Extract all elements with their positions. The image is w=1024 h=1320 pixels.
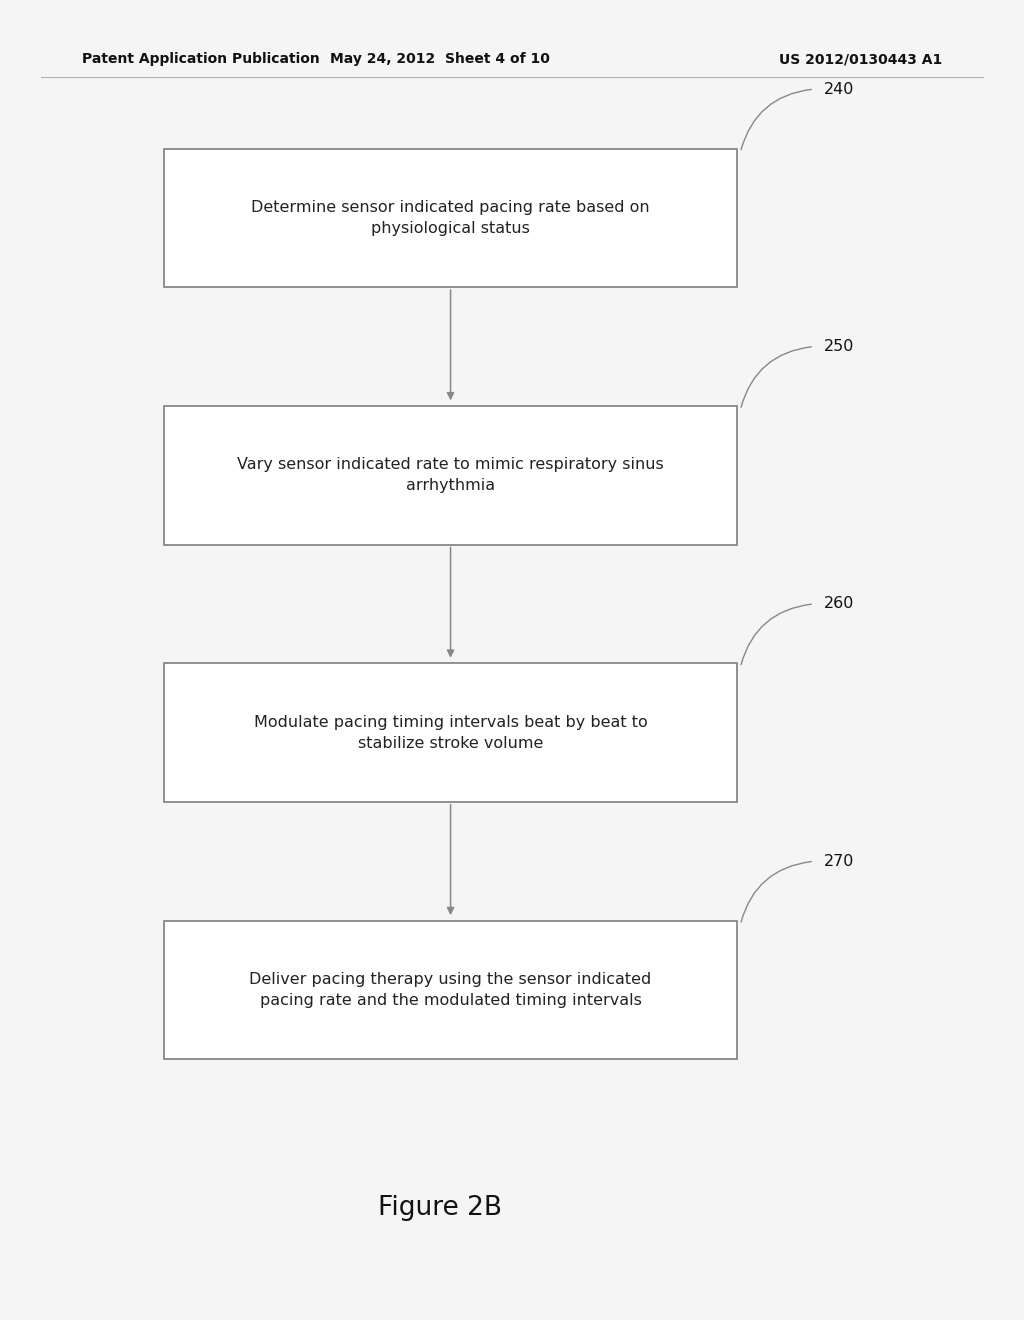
Text: Patent Application Publication: Patent Application Publication (82, 53, 319, 66)
Text: Modulate pacing timing intervals beat by beat to
stabilize stroke volume: Modulate pacing timing intervals beat by… (254, 714, 647, 751)
Bar (164, 663, 737, 801)
Text: Figure 2B: Figure 2B (378, 1195, 503, 1221)
Text: Vary sensor indicated rate to mimic respiratory sinus
arrhythmia: Vary sensor indicated rate to mimic resp… (238, 457, 664, 494)
Bar (164, 149, 737, 288)
Text: 250: 250 (824, 339, 855, 354)
Text: 260: 260 (824, 597, 855, 611)
Bar (164, 921, 737, 1059)
Text: 240: 240 (824, 82, 855, 96)
Bar (164, 407, 737, 544)
Text: 270: 270 (824, 854, 855, 869)
Text: Deliver pacing therapy using the sensor indicated
pacing rate and the modulated : Deliver pacing therapy using the sensor … (250, 972, 651, 1008)
Text: US 2012/0130443 A1: US 2012/0130443 A1 (779, 53, 942, 66)
Text: May 24, 2012  Sheet 4 of 10: May 24, 2012 Sheet 4 of 10 (331, 53, 550, 66)
Text: Determine sensor indicated pacing rate based on
physiological status: Determine sensor indicated pacing rate b… (251, 199, 650, 236)
